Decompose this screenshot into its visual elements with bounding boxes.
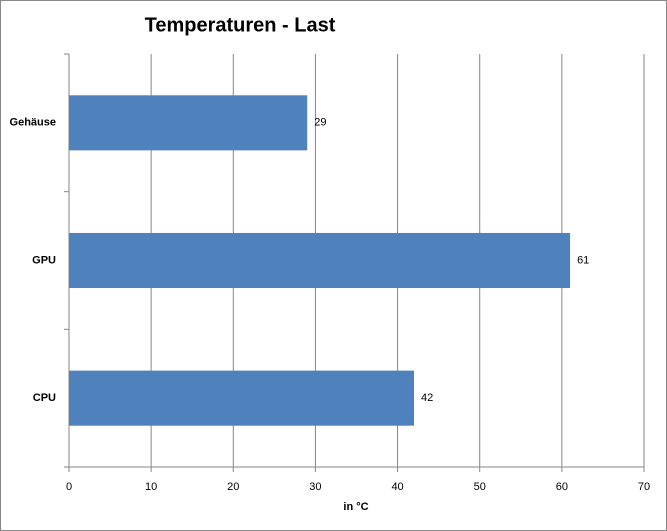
x-tick-label: 60 xyxy=(556,481,568,493)
bar xyxy=(69,370,414,426)
value-label: 29 xyxy=(314,117,326,129)
x-tick-label: 30 xyxy=(309,481,321,493)
x-tick-label: 40 xyxy=(391,481,403,493)
y-tick-label: CPU xyxy=(33,392,56,404)
y-tick-label: Gehäuse xyxy=(10,117,56,129)
x-tick-label: 50 xyxy=(474,481,486,493)
x-tick-label: 0 xyxy=(66,481,72,493)
x-tick-label: 20 xyxy=(227,481,239,493)
chart-title: Temperaturen - Last xyxy=(145,14,336,36)
value-label: 42 xyxy=(421,392,433,404)
x-tick-label: 70 xyxy=(638,481,650,493)
value-label: 61 xyxy=(577,254,589,266)
y-tick-label: GPU xyxy=(32,254,56,266)
bar xyxy=(69,95,308,151)
bar xyxy=(69,232,571,289)
x-axis-label: in °C xyxy=(343,501,368,513)
x-tick-label: 10 xyxy=(145,481,157,493)
